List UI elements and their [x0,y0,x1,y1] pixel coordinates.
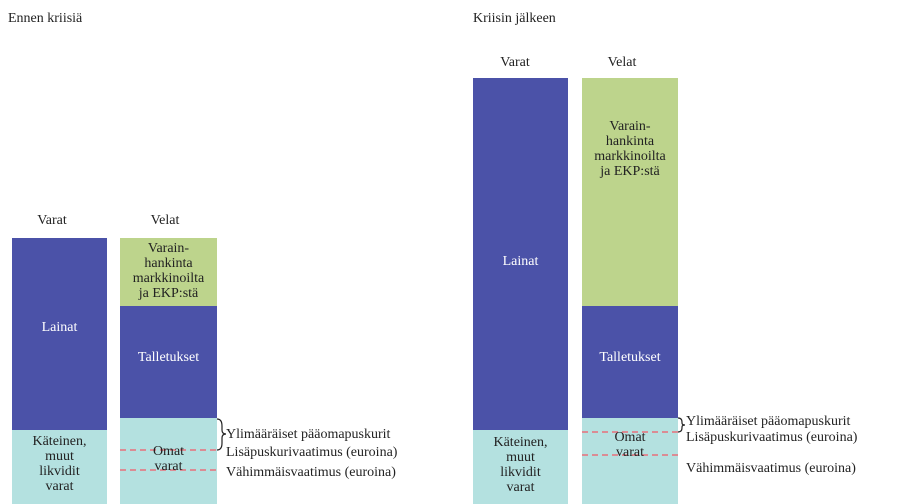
box-label: likvidit [39,464,80,479]
box-label: Käteinen, [32,434,86,449]
box-label: Omat [614,430,645,445]
box-label: muut [506,450,535,465]
box-label: varat [155,459,183,474]
box-label: muut [45,449,74,464]
box-label: Lainat [503,254,539,269]
box-label: varat [616,445,644,460]
box-label: Varain- [148,241,190,256]
funding-box [582,78,678,306]
box-label: markkinoilta [133,271,205,286]
box-label: Talletukset [138,350,199,365]
equity-box [120,418,217,504]
loans-box [12,238,107,430]
column-header: Varat [37,213,67,228]
box-label: likvidit [500,465,541,480]
column-header: Velat [151,213,180,228]
box-label: Lainat [42,320,78,335]
box-label: Talletukset [599,350,660,365]
brace [216,418,227,451]
box-label: ja EKP:stä [599,164,660,179]
deposits-box [120,306,217,418]
buffer-label: Vähimmäisvaatimus (euroina) [226,465,396,480]
after-panel [473,78,686,504]
deposits-box [582,306,678,418]
panel-title: Ennen kriisiä [8,11,83,26]
box-label: varat [46,479,74,494]
funding-box [120,238,217,306]
buffer-label: Lisäpuskurivaatimus (euroina) [226,445,398,460]
buffer-label: Vähimmäisvaatimus (euroina) [686,461,856,476]
box-label: Omat [153,444,184,459]
column-header: Varat [500,55,530,70]
box-label: varat [507,480,535,495]
box-label: Käteinen, [493,435,547,450]
panel-title: Kriisin jälkeen [473,11,556,26]
loans-box [473,78,568,430]
buffer-label: Ylimääräiset pääomapuskurit [226,427,391,442]
brace [677,417,686,433]
buffer-label: Lisäpuskurivaatimus (euroina) [686,430,858,445]
cash-box [473,430,568,504]
box-label: hankinta [144,256,193,271]
box-label: markkinoilta [594,149,666,164]
box-label: hankinta [606,134,655,149]
box-label: ja EKP:stä [138,286,199,301]
box-label: Varain- [609,119,651,134]
buffer-label: Ylimääräiset pääomapuskurit [686,414,851,429]
cash-box [12,430,107,504]
column-header: Velat [608,55,637,70]
before-panel [12,238,227,504]
